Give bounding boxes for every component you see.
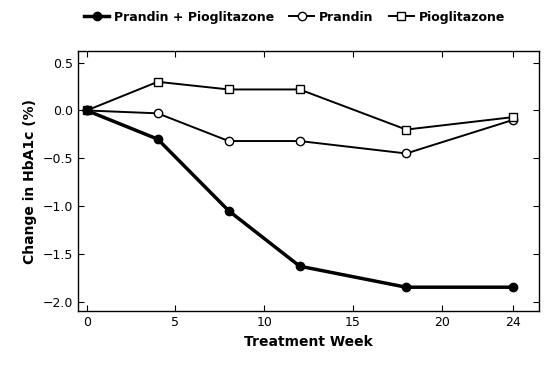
Prandin + Pioglitazone: [83, 108, 90, 113]
Pioglitazone: [403, 127, 410, 132]
Prandin + Pioglitazone: [225, 209, 232, 213]
X-axis label: Treatment Week: Treatment Week: [244, 335, 373, 348]
Prandin: [83, 108, 90, 113]
Prandin: [225, 139, 232, 143]
Prandin + Pioglitazone: [509, 285, 516, 290]
Prandin + Pioglitazone: [155, 137, 161, 141]
Legend: Prandin + Pioglitazone, Prandin, Pioglitazone: Prandin + Pioglitazone, Prandin, Pioglit…: [84, 11, 505, 24]
Pioglitazone: [155, 80, 161, 84]
Prandin: [403, 151, 410, 156]
Prandin + Pioglitazone: [296, 264, 303, 268]
Prandin: [509, 118, 516, 122]
Pioglitazone: [83, 108, 90, 113]
Prandin: [296, 139, 303, 143]
Pioglitazone: [225, 87, 232, 92]
Line: Pioglitazone: Pioglitazone: [82, 78, 517, 134]
Line: Prandin: Prandin: [82, 106, 517, 158]
Pioglitazone: [509, 115, 516, 119]
Prandin + Pioglitazone: [403, 285, 410, 290]
Prandin: [155, 111, 161, 116]
Pioglitazone: [296, 87, 303, 92]
Y-axis label: Change in HbA1c (%): Change in HbA1c (%): [23, 99, 37, 264]
Line: Prandin + Pioglitazone: Prandin + Pioglitazone: [82, 106, 517, 291]
